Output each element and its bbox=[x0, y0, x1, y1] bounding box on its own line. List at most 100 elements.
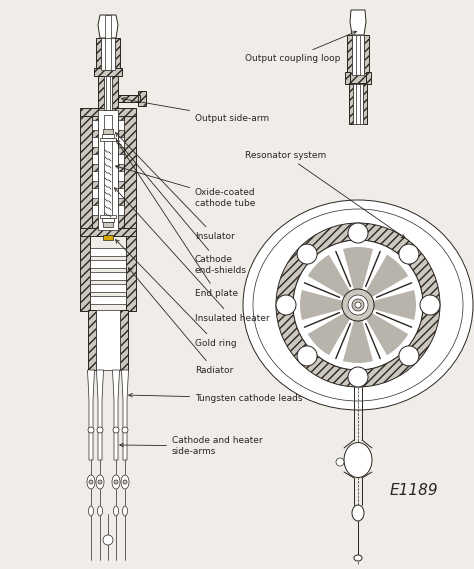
Bar bbox=[88, 310, 96, 370]
Circle shape bbox=[348, 367, 368, 387]
Bar bbox=[106, 76, 110, 110]
Text: E1189: E1189 bbox=[390, 483, 438, 497]
Bar bbox=[115, 38, 120, 70]
Circle shape bbox=[122, 427, 128, 433]
Ellipse shape bbox=[87, 475, 95, 489]
Circle shape bbox=[355, 302, 361, 308]
Circle shape bbox=[342, 289, 374, 321]
Bar bbox=[92, 188, 98, 198]
Bar bbox=[118, 95, 140, 102]
Bar bbox=[90, 296, 126, 304]
Ellipse shape bbox=[354, 555, 362, 561]
Wedge shape bbox=[358, 290, 416, 320]
Circle shape bbox=[293, 240, 423, 370]
Bar bbox=[118, 205, 124, 215]
Ellipse shape bbox=[344, 443, 372, 477]
Wedge shape bbox=[358, 305, 408, 355]
Bar bbox=[96, 310, 120, 370]
Bar bbox=[80, 108, 136, 116]
Ellipse shape bbox=[89, 506, 93, 516]
Polygon shape bbox=[98, 15, 118, 38]
Bar bbox=[80, 110, 92, 230]
Ellipse shape bbox=[352, 505, 364, 521]
Bar bbox=[98, 76, 104, 110]
Bar bbox=[352, 35, 364, 75]
Bar bbox=[363, 84, 367, 124]
Bar bbox=[100, 138, 116, 141]
Bar bbox=[92, 171, 98, 181]
Text: Insulated heater: Insulated heater bbox=[115, 188, 270, 323]
Bar bbox=[92, 154, 98, 164]
Wedge shape bbox=[308, 305, 358, 355]
Wedge shape bbox=[358, 255, 408, 305]
Bar bbox=[356, 35, 360, 75]
Polygon shape bbox=[350, 10, 366, 35]
Polygon shape bbox=[97, 370, 103, 460]
Text: Oxide-coated
cathode tube: Oxide-coated cathode tube bbox=[116, 166, 255, 208]
Bar bbox=[102, 134, 114, 138]
Bar bbox=[118, 120, 124, 130]
Circle shape bbox=[399, 346, 419, 366]
Bar bbox=[118, 171, 124, 181]
Text: Cathode
end-shields: Cathode end-shields bbox=[117, 140, 247, 275]
Bar bbox=[96, 38, 101, 70]
Ellipse shape bbox=[253, 209, 463, 401]
Bar bbox=[104, 115, 112, 225]
Bar bbox=[90, 272, 126, 280]
Bar bbox=[138, 91, 146, 106]
Polygon shape bbox=[112, 370, 119, 460]
Circle shape bbox=[89, 480, 93, 484]
Bar bbox=[118, 188, 124, 198]
Bar bbox=[101, 38, 115, 70]
Circle shape bbox=[276, 295, 296, 315]
Bar bbox=[118, 137, 124, 147]
Circle shape bbox=[88, 427, 94, 433]
Text: Output coupling loop: Output coupling loop bbox=[245, 31, 356, 63]
Bar bbox=[90, 284, 126, 292]
Wedge shape bbox=[343, 305, 373, 363]
Bar bbox=[103, 222, 113, 227]
Circle shape bbox=[352, 299, 364, 311]
Bar bbox=[118, 95, 140, 102]
Bar bbox=[100, 215, 116, 218]
Text: Gold ring: Gold ring bbox=[116, 240, 237, 348]
Bar bbox=[126, 236, 136, 311]
Text: Tungsten cathode leads: Tungsten cathode leads bbox=[129, 393, 302, 402]
Bar bbox=[98, 110, 118, 230]
Bar bbox=[350, 73, 366, 83]
Circle shape bbox=[113, 427, 119, 433]
Polygon shape bbox=[88, 370, 94, 460]
Bar bbox=[105, 15, 111, 40]
Ellipse shape bbox=[122, 506, 128, 516]
Bar bbox=[80, 236, 90, 311]
Text: Output side-arm: Output side-arm bbox=[122, 97, 269, 122]
Ellipse shape bbox=[243, 200, 473, 410]
Wedge shape bbox=[276, 223, 440, 387]
Circle shape bbox=[97, 427, 103, 433]
Circle shape bbox=[103, 535, 113, 545]
Polygon shape bbox=[121, 370, 128, 460]
Ellipse shape bbox=[98, 506, 102, 516]
Bar bbox=[90, 248, 126, 256]
Text: Resonator system: Resonator system bbox=[245, 150, 405, 238]
Wedge shape bbox=[308, 255, 358, 305]
Text: Radiator: Radiator bbox=[128, 268, 233, 374]
Circle shape bbox=[123, 480, 127, 484]
Circle shape bbox=[336, 458, 344, 466]
Bar bbox=[102, 218, 114, 222]
Bar bbox=[118, 154, 124, 164]
Bar bbox=[105, 38, 111, 70]
Wedge shape bbox=[300, 290, 358, 320]
Circle shape bbox=[98, 480, 102, 484]
Bar bbox=[366, 72, 371, 84]
Bar bbox=[104, 76, 112, 110]
Bar bbox=[80, 228, 136, 236]
Bar bbox=[92, 137, 98, 147]
Bar bbox=[356, 84, 360, 124]
Circle shape bbox=[348, 223, 368, 243]
Bar bbox=[92, 120, 98, 130]
Bar bbox=[92, 205, 98, 215]
Circle shape bbox=[420, 295, 440, 315]
Circle shape bbox=[114, 480, 118, 484]
Text: Insulator: Insulator bbox=[116, 133, 235, 241]
